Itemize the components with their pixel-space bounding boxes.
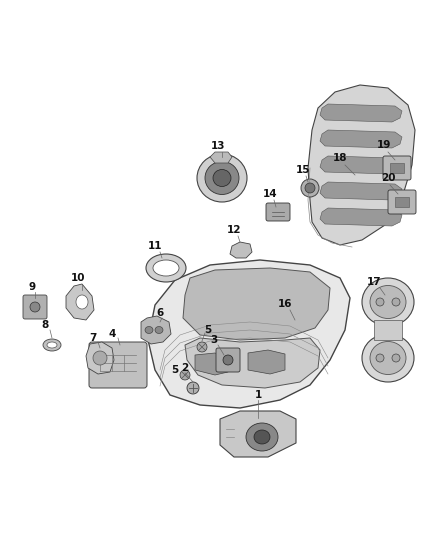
Ellipse shape	[197, 342, 207, 352]
Polygon shape	[141, 316, 171, 344]
Ellipse shape	[146, 254, 186, 282]
Polygon shape	[210, 152, 232, 163]
Polygon shape	[248, 350, 285, 374]
Polygon shape	[320, 182, 402, 200]
Polygon shape	[183, 268, 330, 340]
Polygon shape	[320, 130, 402, 148]
Text: 5: 5	[205, 325, 212, 335]
Bar	[395, 197, 409, 207]
Ellipse shape	[376, 298, 384, 306]
FancyBboxPatch shape	[23, 295, 47, 319]
Text: 13: 13	[211, 141, 225, 151]
Text: 2: 2	[181, 363, 189, 373]
Polygon shape	[195, 353, 228, 375]
Ellipse shape	[246, 423, 278, 451]
Text: 15: 15	[296, 165, 310, 175]
Ellipse shape	[223, 355, 233, 365]
Ellipse shape	[213, 169, 231, 187]
Ellipse shape	[370, 286, 406, 319]
Ellipse shape	[30, 302, 40, 312]
Ellipse shape	[47, 342, 57, 348]
Ellipse shape	[392, 298, 400, 306]
Polygon shape	[308, 85, 415, 245]
Text: 19: 19	[377, 140, 391, 150]
Polygon shape	[320, 104, 402, 122]
FancyBboxPatch shape	[266, 203, 290, 221]
FancyBboxPatch shape	[89, 342, 147, 388]
Polygon shape	[66, 284, 94, 320]
Text: 20: 20	[381, 173, 395, 183]
Ellipse shape	[301, 179, 319, 197]
Text: 9: 9	[28, 282, 35, 292]
Text: 16: 16	[278, 299, 292, 309]
Ellipse shape	[305, 183, 315, 193]
Text: 3: 3	[210, 335, 218, 345]
Text: 8: 8	[41, 320, 49, 330]
Polygon shape	[220, 411, 296, 457]
Ellipse shape	[145, 327, 153, 334]
Ellipse shape	[93, 351, 107, 365]
Text: 18: 18	[333, 153, 347, 163]
Ellipse shape	[205, 161, 239, 195]
Ellipse shape	[180, 370, 190, 380]
Text: 5: 5	[171, 365, 179, 375]
Polygon shape	[148, 260, 350, 408]
Ellipse shape	[153, 260, 179, 276]
Bar	[390, 163, 404, 173]
FancyBboxPatch shape	[383, 156, 411, 180]
Ellipse shape	[155, 327, 163, 334]
Polygon shape	[320, 156, 402, 174]
FancyBboxPatch shape	[388, 190, 416, 214]
Ellipse shape	[362, 278, 414, 326]
Text: 12: 12	[227, 225, 241, 235]
Polygon shape	[230, 242, 252, 258]
Ellipse shape	[43, 339, 61, 351]
Text: 17: 17	[367, 277, 381, 287]
Ellipse shape	[76, 295, 88, 309]
Text: 1: 1	[254, 390, 261, 400]
Ellipse shape	[187, 382, 199, 394]
Polygon shape	[320, 208, 402, 226]
Text: 4: 4	[108, 329, 116, 339]
Bar	[374, 320, 402, 340]
Ellipse shape	[254, 430, 270, 444]
Ellipse shape	[370, 342, 406, 375]
FancyBboxPatch shape	[216, 348, 240, 372]
Ellipse shape	[197, 154, 247, 202]
Ellipse shape	[392, 354, 400, 362]
Text: 11: 11	[148, 241, 162, 251]
Polygon shape	[185, 338, 320, 388]
Ellipse shape	[376, 354, 384, 362]
Polygon shape	[86, 342, 114, 374]
Ellipse shape	[362, 334, 414, 382]
Text: 14: 14	[263, 189, 277, 199]
Text: 6: 6	[156, 308, 164, 318]
Text: 10: 10	[71, 273, 85, 283]
Text: 7: 7	[89, 333, 97, 343]
